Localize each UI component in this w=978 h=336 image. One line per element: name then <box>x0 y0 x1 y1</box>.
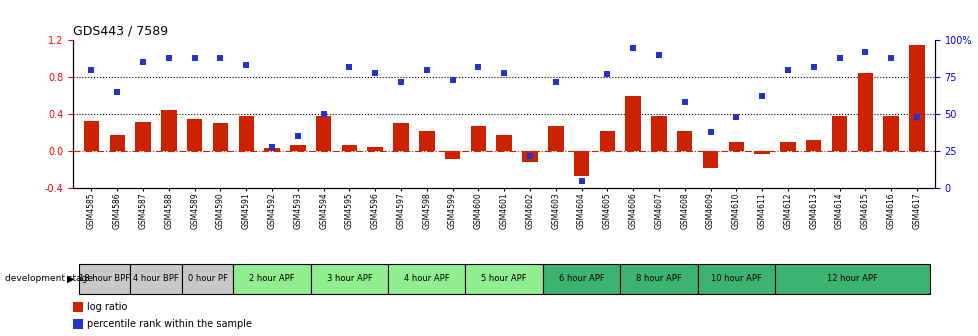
Point <box>676 100 691 105</box>
Text: 5 hour APF: 5 hour APF <box>481 275 526 283</box>
Point <box>909 115 924 120</box>
Text: 4 hour BPF: 4 hour BPF <box>133 275 179 283</box>
Bar <box>182 264 233 294</box>
Point <box>212 55 228 61</box>
Bar <box>831 116 846 151</box>
Bar <box>84 121 99 151</box>
Point <box>83 67 99 73</box>
Bar <box>233 264 310 294</box>
Point <box>470 64 486 70</box>
Point <box>316 112 332 117</box>
Bar <box>212 124 228 151</box>
Point <box>650 52 666 58</box>
Bar <box>620 264 697 294</box>
Point <box>882 55 898 61</box>
Point <box>135 60 151 65</box>
Text: 18 hour BPF: 18 hour BPF <box>79 275 130 283</box>
Point <box>625 45 641 50</box>
Text: log ratio: log ratio <box>87 302 127 312</box>
Point <box>289 134 305 139</box>
Bar <box>625 96 641 151</box>
Point <box>857 49 872 55</box>
Bar <box>264 148 280 151</box>
Bar <box>496 134 511 151</box>
Point <box>702 129 718 135</box>
Point <box>393 79 409 84</box>
Bar <box>548 126 563 151</box>
Bar <box>393 124 409 151</box>
Point <box>753 94 769 99</box>
Bar <box>465 264 543 294</box>
Text: GDS443 / 7589: GDS443 / 7589 <box>73 25 168 38</box>
Bar <box>650 116 666 151</box>
Text: 10 hour APF: 10 hour APF <box>710 275 761 283</box>
Point <box>239 63 254 68</box>
Bar <box>599 131 614 151</box>
Bar <box>521 151 537 162</box>
Text: 2 hour APF: 2 hour APF <box>249 275 294 283</box>
Bar <box>573 151 589 176</box>
Point <box>367 70 382 76</box>
Point <box>419 67 434 73</box>
Bar <box>779 142 795 151</box>
Bar <box>702 151 718 168</box>
Bar <box>78 264 130 294</box>
Point <box>805 64 821 70</box>
Bar <box>316 116 331 151</box>
Point <box>599 72 614 77</box>
Bar <box>367 146 382 151</box>
Point <box>573 178 589 183</box>
Bar <box>341 145 357 151</box>
Bar <box>677 131 691 151</box>
Bar <box>161 110 176 151</box>
Bar <box>135 122 151 151</box>
Bar <box>754 151 769 154</box>
Bar <box>728 142 743 151</box>
Point <box>187 55 202 61</box>
Point <box>110 89 125 95</box>
Text: 0 hour PF: 0 hour PF <box>188 275 227 283</box>
Bar <box>289 145 305 151</box>
Text: development stage: development stage <box>5 275 93 283</box>
Text: 3 hour APF: 3 hour APF <box>327 275 372 283</box>
Bar <box>110 135 125 151</box>
Text: ▶: ▶ <box>67 274 74 284</box>
Bar <box>73 302 83 312</box>
Bar <box>775 264 929 294</box>
Point <box>548 79 563 84</box>
Point <box>160 55 176 61</box>
Bar <box>909 45 923 151</box>
Bar <box>882 116 898 151</box>
Bar <box>543 264 620 294</box>
Bar <box>239 116 253 151</box>
Bar <box>805 140 821 151</box>
Bar <box>130 264 182 294</box>
Text: 4 hour APF: 4 hour APF <box>404 275 449 283</box>
Bar <box>444 151 460 159</box>
Point <box>779 67 795 73</box>
Point <box>521 153 537 158</box>
Text: percentile rank within the sample: percentile rank within the sample <box>87 319 252 329</box>
Point <box>341 64 357 70</box>
Bar <box>419 131 434 151</box>
Text: 6 hour APF: 6 hour APF <box>558 275 603 283</box>
Bar <box>310 264 387 294</box>
Bar <box>697 264 775 294</box>
Point <box>264 144 280 150</box>
Bar <box>387 264 465 294</box>
Text: 12 hour APF: 12 hour APF <box>826 275 877 283</box>
Text: 8 hour APF: 8 hour APF <box>636 275 681 283</box>
Point <box>728 115 743 120</box>
Bar <box>187 119 202 151</box>
Bar <box>857 73 872 151</box>
Point <box>444 78 460 83</box>
Point <box>496 70 511 76</box>
Bar <box>73 319 83 329</box>
Bar <box>470 126 486 151</box>
Point <box>831 55 847 61</box>
